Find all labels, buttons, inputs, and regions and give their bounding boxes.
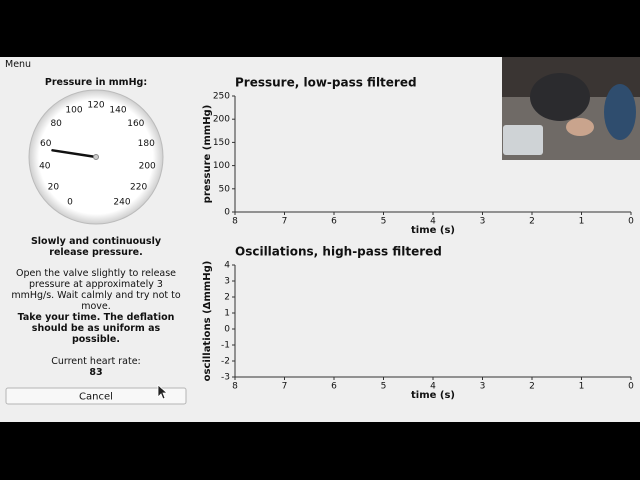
x-tick-label: 8 [232,382,238,392]
x-tick-label: 6 [331,382,337,392]
gauge-tick-label: 0 [67,198,73,208]
y-axis-label: oscillations (ΔmmHg) [202,261,213,382]
cancel-button[interactable] [5,387,187,405]
gauge-tick-label: 240 [113,198,130,208]
webcam-person [530,73,590,121]
x-tick-label: 3 [480,382,486,392]
y-tick-label: 200 [213,115,230,125]
x-tick-label: 0 [628,382,634,392]
chart-title: Oscillations, high-pass filtered [235,245,442,259]
x-axis-label: time (s) [411,390,455,401]
y-tick-label: -2 [221,357,230,367]
y-tick-label: 0 [224,325,230,335]
gauge-tick-label: 120 [87,101,104,111]
x-tick-label: 6 [331,217,337,227]
mouse-cursor [157,384,169,400]
gauge-tick-label: 180 [138,139,155,149]
webcam-hand [566,118,594,136]
menu[interactable]: Menu [5,59,32,70]
y-tick-label: -3 [221,373,230,383]
x-tick-label: 5 [381,382,387,392]
y-tick-label: 100 [213,161,230,171]
cancel-label[interactable]: Cancel [79,392,113,403]
x-axis-label: time (s) [411,225,455,236]
x-tick-label: 7 [282,217,288,227]
heart-rate-value: 83 [89,367,103,378]
y-tick-label: 250 [213,92,230,102]
y-axis-label: pressure (mmHg) [202,105,213,204]
gauge-tick-label: 220 [130,182,147,192]
x-tick-label: 3 [480,217,486,227]
instruction-emphasis: Take your time. The deflation should be … [17,312,175,345]
gauge-tick-label: 200 [139,162,156,172]
y-tick-label: 150 [213,138,230,148]
gauge-tick-label: 140 [109,105,126,115]
x-tick-label: 2 [529,382,535,392]
y-tick-label: 4 [224,261,230,271]
x-tick-label: 2 [529,217,535,227]
y-tick-label: 0 [224,208,230,218]
x-tick-label: 1 [579,217,585,227]
instruction-body: Open the valve slightly to release press… [11,268,181,312]
y-tick-label: -1 [221,341,230,351]
gauge-tick-label: 160 [127,119,144,129]
gauge-tick-label: 80 [50,119,62,129]
x-tick-label: 8 [232,217,238,227]
x-tick-label: 4 [430,382,436,392]
gauge-tick-label: 20 [48,182,60,192]
x-tick-label: 0 [628,217,634,227]
x-tick-label: 1 [579,382,585,392]
gauge-tick-label: 60 [40,139,52,149]
y-tick-label: 3 [224,277,230,287]
gauge-tick-label: 40 [39,162,51,172]
instruction-heading: Slowly and continuously release pressure… [30,236,162,258]
heart-rate-label: Current heart rate: [51,356,141,367]
chart-title: Pressure, low-pass filtered [235,76,417,90]
gauge-needle [51,149,98,159]
x-tick-label: 7 [282,382,288,392]
webcam-device [503,125,543,155]
x-tick-label: 5 [381,217,387,227]
y-tick-label: 50 [219,184,231,194]
y-tick-label: 1 [224,309,230,319]
gauge-hub [93,154,99,160]
app-window: Cancel 0 20 40 60 80 100 120 140 160 180 200 220 240… [0,57,640,422]
y-tick-label: 2 [224,293,230,303]
webcam-cuff [604,84,636,140]
gauge-title: Pressure in mmHg: [44,77,148,88]
x-tick-label: 4 [430,217,436,227]
gauge-tick-label: 100 [65,105,82,115]
